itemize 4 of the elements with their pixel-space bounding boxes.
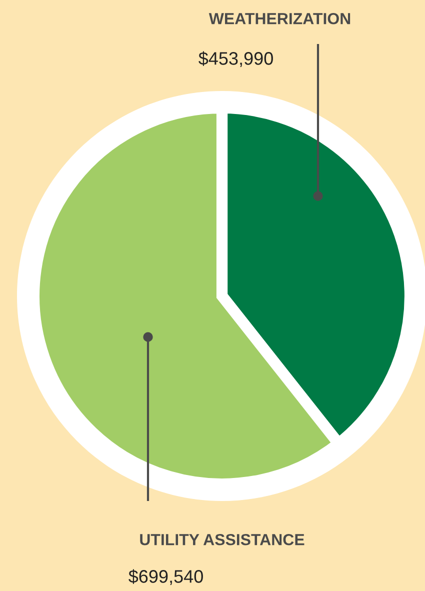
slice-label: UTILITY ASSISTANCE xyxy=(140,534,304,546)
data-label: $453,990 xyxy=(198,51,273,67)
data-label: $699,540 xyxy=(128,569,203,585)
slice-label: WEATHERIZATION xyxy=(208,12,350,24)
